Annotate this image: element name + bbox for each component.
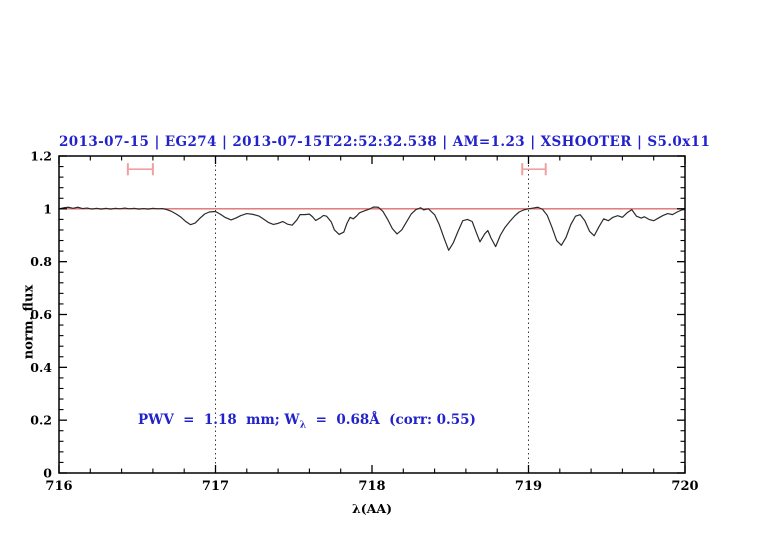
x-tick-label: 717: [202, 479, 229, 494]
x-tick-label: 716: [45, 479, 72, 494]
x-tick-label: 718: [358, 479, 385, 494]
y-axis-label: norm. flux: [21, 284, 37, 360]
y-tick-label: 0.8: [30, 254, 52, 269]
y-tick-label: 0.2: [30, 413, 52, 428]
y-tick-label: 1: [43, 201, 52, 216]
y-tick-label: 1.2: [30, 149, 52, 164]
plot-title: 2013-07-15 | EG274 | 2013-07-15T22:52:32…: [59, 134, 711, 150]
pwv-annotation-post: = 0.68Å (corr: 0.55): [306, 412, 476, 428]
pwv-annotation-sub: λ: [299, 419, 307, 431]
x-axis-label: λ(AA): [352, 501, 392, 516]
y-tick-label: 0: [43, 466, 52, 481]
y-tick-label: 0.6: [30, 307, 52, 322]
spectrum-line: [58, 206, 686, 251]
x-tick-label: 719: [515, 479, 542, 494]
x-tick-label: 720: [671, 479, 698, 494]
pwv-annotation: PWV = 1.18 mm; Wλ = 0.68Å (corr: 0.55): [138, 412, 476, 431]
pwv-annotation-pre: PWV = 1.18 mm; W: [138, 412, 300, 428]
y-tick-label: 0.4: [30, 360, 52, 375]
